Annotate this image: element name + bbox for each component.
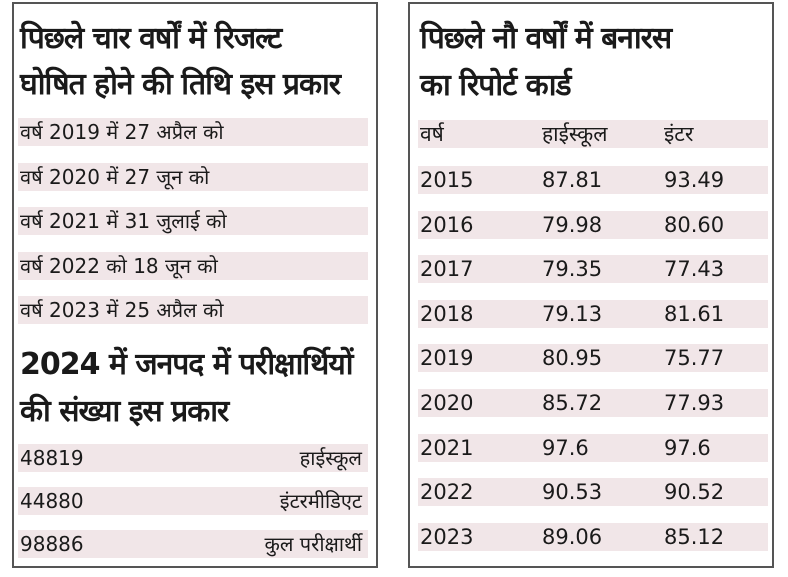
date-row: वर्ष 2022 को 18 जून को xyxy=(18,251,368,280)
table-cell: 87.81 xyxy=(542,168,603,192)
table-cell: 90.53 xyxy=(542,480,603,505)
table-row: 2022 90.53 90.52 xyxy=(418,478,768,507)
table-row: 2020 85.72 77.93 xyxy=(418,389,768,417)
table-cell: 75.77 xyxy=(664,346,725,371)
count-label: इंटरमीडिएट xyxy=(279,489,362,513)
heading: 2024 में जनपद में परीक्षार्थियों xyxy=(20,347,354,382)
date-row: वर्ष 2023 में 25 अप्रैल को xyxy=(18,296,368,324)
table-cell: 81.61 xyxy=(664,301,725,326)
table-cell: 2021 xyxy=(420,435,474,460)
table-cell: 2016 xyxy=(420,212,474,237)
table-cell: 79.13 xyxy=(542,301,603,326)
table-cell: 90.52 xyxy=(664,480,725,505)
table-cell: 79.35 xyxy=(542,257,603,282)
heading: पिछले नौ वर्षों में बनारस xyxy=(420,21,672,56)
count-value: 48819 xyxy=(20,446,84,470)
table-row: 2018 79.13 81.61 xyxy=(418,299,768,328)
header-cell: इंटर xyxy=(664,122,694,146)
table-cell: 2020 xyxy=(420,391,474,415)
report-box: पिछले नौ वर्षों में बनारस का रिपोर्ट कार्… xyxy=(408,2,774,568)
table-cell: 77.43 xyxy=(664,257,725,282)
table-row: 2017 79.35 77.43 xyxy=(418,255,768,284)
table-cell: 97.6 xyxy=(542,435,589,460)
date-text: वर्ष 2019 में 27 अप्रैल को xyxy=(20,120,224,144)
table-cell: 2019 xyxy=(420,346,474,371)
table-cell: 80.95 xyxy=(542,346,603,371)
table-cell: 89.06 xyxy=(542,524,603,549)
count-label: हाईस्कूल xyxy=(299,446,362,470)
heading: पिछले चार वर्षों में रिजल्ट xyxy=(20,21,282,56)
count-row: 98886 कुल परीक्षार्थी xyxy=(18,530,368,558)
table-row: 2021 97.6 97.6 xyxy=(418,433,768,462)
dates-box: पिछले चार वर्षों में रिजल्ट घोषित होने की… xyxy=(12,2,378,568)
table-cell: 2017 xyxy=(420,257,474,282)
date-row: वर्ष 2019 में 27 अप्रैल को xyxy=(18,118,368,146)
header-cell: हाईस्कूल xyxy=(542,122,608,146)
date-row: वर्ष 2021 में 31 जुलाई को xyxy=(18,207,368,235)
heading: का रिपोर्ट कार्ड xyxy=(420,68,572,103)
table-cell: 2015 xyxy=(420,168,474,192)
table-row: 2015 87.81 93.49 xyxy=(418,166,768,194)
date-text: वर्ष 2021 में 31 जुलाई को xyxy=(20,209,227,233)
heading: की संख्या इस प्रकार xyxy=(20,394,229,429)
date-text: वर्ष 2023 में 25 अप्रैल को xyxy=(20,298,224,322)
table-row: 2016 79.98 80.60 xyxy=(418,210,768,239)
table-cell: 2022 xyxy=(420,480,474,505)
table-cell: 2018 xyxy=(420,301,474,326)
count-label: कुल परीक्षार्थी xyxy=(264,532,362,556)
count-row: 48819 हाईस्कूल xyxy=(18,444,368,472)
date-text: वर्ष 2020 में 27 जून को xyxy=(20,164,210,189)
date-row: वर्ष 2020 में 27 जून को xyxy=(18,162,368,191)
table-row: 2019 80.95 75.77 xyxy=(418,344,768,373)
table-cell: 2023 xyxy=(420,524,474,549)
count-value: 98886 xyxy=(20,532,84,556)
table-header: वर्ष हाईस्कूल इंटर xyxy=(418,120,768,148)
table-cell: 85.72 xyxy=(542,391,603,415)
table-row: 2023 89.06 85.12 xyxy=(418,522,768,551)
date-text: वर्ष 2022 को 18 जून को xyxy=(20,253,218,278)
table-cell: 85.12 xyxy=(664,524,725,549)
table-cell: 79.98 xyxy=(542,212,603,237)
count-row: 44880 इंटरमीडिएट xyxy=(18,487,368,515)
table-cell: 93.49 xyxy=(664,168,725,192)
heading: घोषित होने की तिथि इस प्रकार xyxy=(20,67,341,102)
header-cell: वर्ष xyxy=(420,122,444,146)
table-cell: 77.93 xyxy=(664,391,725,415)
count-value: 44880 xyxy=(20,489,84,513)
table-cell: 97.6 xyxy=(664,435,711,460)
table-cell: 80.60 xyxy=(664,212,725,237)
